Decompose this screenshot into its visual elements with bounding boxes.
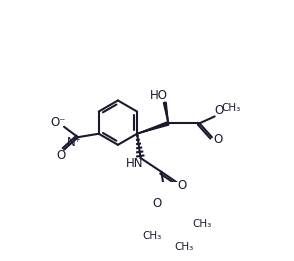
Polygon shape bbox=[137, 122, 169, 134]
Polygon shape bbox=[163, 102, 168, 123]
Text: HN: HN bbox=[126, 157, 144, 170]
Text: O: O bbox=[214, 104, 223, 117]
Text: CH₃: CH₃ bbox=[193, 219, 212, 229]
Text: N⁺: N⁺ bbox=[67, 136, 82, 149]
Text: O: O bbox=[178, 179, 187, 192]
Text: CH₃: CH₃ bbox=[142, 231, 161, 241]
Text: CH₃: CH₃ bbox=[175, 242, 194, 252]
Text: CH₃: CH₃ bbox=[222, 103, 241, 113]
Text: O⁻: O⁻ bbox=[50, 116, 66, 129]
Text: O: O bbox=[56, 149, 65, 162]
Text: HO: HO bbox=[150, 89, 168, 102]
Text: O: O bbox=[213, 133, 223, 146]
Text: O: O bbox=[152, 197, 161, 210]
